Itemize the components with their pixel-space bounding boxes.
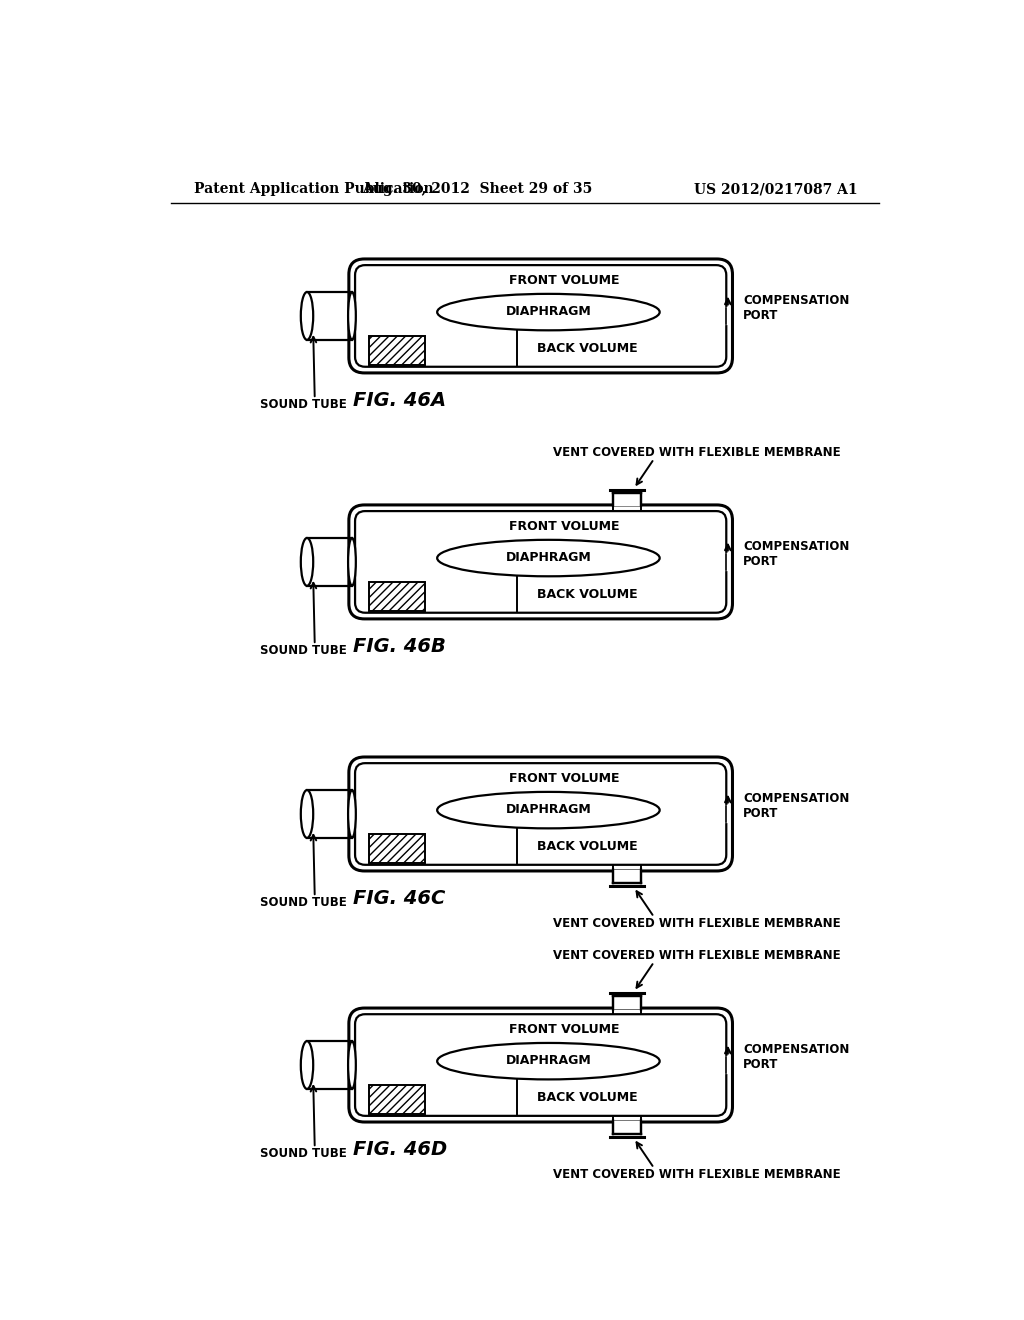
Bar (369, 582, 425, 611)
Ellipse shape (348, 292, 355, 339)
Text: FIG. 46C: FIG. 46C (352, 890, 445, 908)
Ellipse shape (301, 539, 313, 586)
Text: SOUND TUBE: SOUND TUBE (260, 895, 346, 908)
Text: VENT COVERED WITH FLEXIBLE MEMBRANE: VENT COVERED WITH FLEXIBLE MEMBRANE (553, 446, 841, 459)
Ellipse shape (437, 294, 659, 330)
Text: DIAPHRAGM: DIAPHRAGM (506, 305, 591, 318)
Text: Patent Application Publication: Patent Application Publication (194, 182, 433, 197)
FancyBboxPatch shape (349, 506, 732, 619)
Ellipse shape (437, 1043, 659, 1080)
Text: FIG. 46A: FIG. 46A (352, 391, 445, 411)
Text: SOUND TUBE: SOUND TUBE (260, 397, 346, 411)
Ellipse shape (348, 1041, 355, 1089)
Bar (369, 335, 425, 366)
Ellipse shape (437, 540, 659, 577)
Text: BACK VOLUME: BACK VOLUME (537, 342, 638, 355)
Text: SOUND TUBE: SOUND TUBE (260, 644, 346, 656)
Text: COMPENSATION
PORT: COMPENSATION PORT (743, 540, 850, 568)
Text: FRONT VOLUME: FRONT VOLUME (509, 275, 620, 286)
FancyBboxPatch shape (349, 259, 732, 374)
Ellipse shape (437, 792, 659, 829)
Text: FIG. 46B: FIG. 46B (352, 638, 445, 656)
Text: COMPENSATION
PORT: COMPENSATION PORT (743, 792, 850, 820)
Text: DIAPHRAGM: DIAPHRAGM (506, 550, 591, 564)
Text: Aug. 30, 2012  Sheet 29 of 35: Aug. 30, 2012 Sheet 29 of 35 (361, 182, 592, 197)
Text: VENT COVERED WITH FLEXIBLE MEMBRANE: VENT COVERED WITH FLEXIBLE MEMBRANE (553, 917, 841, 929)
Text: COMPENSATION
PORT: COMPENSATION PORT (743, 294, 850, 322)
Bar (613, 1121, 641, 1135)
Text: FRONT VOLUME: FRONT VOLUME (509, 772, 620, 785)
Text: FIG. 46D: FIG. 46D (352, 1140, 447, 1159)
Text: BACK VOLUME: BACK VOLUME (537, 587, 638, 601)
Text: US 2012/0217087 A1: US 2012/0217087 A1 (693, 182, 857, 197)
Text: VENT COVERED WITH FLEXIBLE MEMBRANE: VENT COVERED WITH FLEXIBLE MEMBRANE (553, 949, 841, 962)
Text: FRONT VOLUME: FRONT VOLUME (509, 1023, 620, 1036)
Text: VENT COVERED WITH FLEXIBLE MEMBRANE: VENT COVERED WITH FLEXIBLE MEMBRANE (553, 1168, 841, 1181)
Text: FRONT VOLUME: FRONT VOLUME (509, 520, 620, 533)
FancyBboxPatch shape (349, 1008, 732, 1122)
Ellipse shape (348, 791, 355, 838)
Bar (369, 1085, 425, 1114)
Bar (369, 834, 425, 863)
Bar (613, 492, 641, 506)
Ellipse shape (301, 1041, 313, 1089)
Ellipse shape (301, 292, 313, 339)
Text: BACK VOLUME: BACK VOLUME (537, 840, 638, 853)
Text: COMPENSATION
PORT: COMPENSATION PORT (743, 1043, 850, 1072)
Ellipse shape (348, 539, 355, 586)
Text: DIAPHRAGM: DIAPHRAGM (506, 803, 591, 816)
FancyBboxPatch shape (349, 756, 732, 871)
Text: SOUND TUBE: SOUND TUBE (260, 1147, 346, 1160)
Bar (613, 870, 641, 884)
Text: BACK VOLUME: BACK VOLUME (537, 1090, 638, 1104)
Text: DIAPHRAGM: DIAPHRAGM (506, 1053, 591, 1067)
Ellipse shape (301, 791, 313, 838)
Bar (613, 995, 641, 1008)
